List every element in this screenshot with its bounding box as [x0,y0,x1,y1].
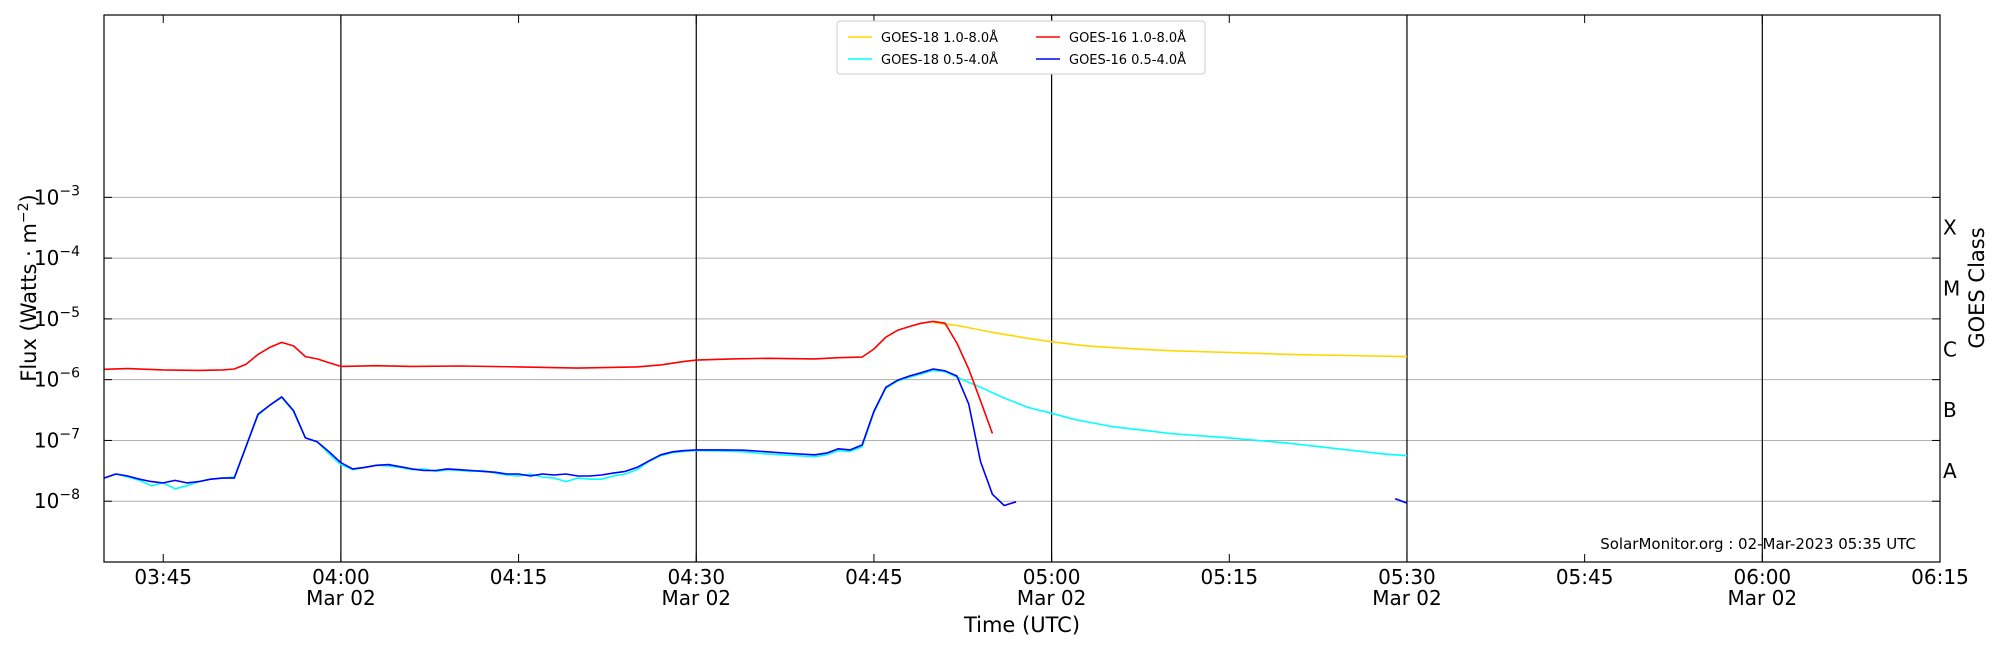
y-tick-exponent: −7 [59,426,80,442]
legend-label: GOES-16 1.0-8.0Å [1069,30,1186,46]
y-tick-exponent: −3 [59,183,80,199]
y-axis-title: Flux (Watts · m−2) [16,194,41,382]
x-tick-time: 06:15 [1911,565,1969,589]
y-tick-label: 10−6 [34,366,80,392]
x-tick-time: 04:15 [490,565,548,589]
x-tick-time: 05:15 [1200,565,1258,589]
y-tick-base: 10 [34,307,59,331]
y-tick-label: 10−5 [34,305,80,331]
x-tick-time: 05:30 [1378,565,1436,589]
series-segment [103,368,1017,507]
x-tick-time: 04:00 [312,565,370,589]
y-tick-base: 10 [34,185,59,209]
goes-class-label: B [1943,398,1957,422]
y-tick-labels: 10−810−710−610−510−410−3 [34,183,80,513]
x-tick-date: Mar 02 [1728,586,1798,610]
y-tick-exponent: −4 [59,244,80,260]
goes-class-label: X [1943,216,1957,240]
y-tick-exponent: −5 [59,305,80,321]
y-tick-base: 10 [34,489,59,513]
series-segment [103,320,994,434]
y-tick-exponent: −6 [59,366,80,382]
x-tick-time: 04:45 [845,565,903,589]
x-tick-time: 06:00 [1734,565,1792,589]
series-line [103,320,994,434]
x-tick-time: 05:45 [1556,565,1614,589]
x-tick-time: 03:45 [134,565,192,589]
series-line [933,321,1408,358]
y-tick-label: 10−3 [34,183,80,209]
legend-box [836,20,1206,75]
series-segment [933,321,1408,358]
y-tick-base: 10 [34,428,59,452]
series-line [103,368,1408,507]
legend-label: GOES-18 0.5-4.0Å [881,52,998,68]
y-tick-exponent: −8 [59,487,80,503]
x-tick-date: Mar 02 [661,586,731,610]
x-tick-date: Mar 02 [1017,586,1087,610]
x-axis-title: Time (UTC) [963,613,1080,637]
data-series [103,320,1408,507]
plot-area [104,15,1940,562]
y-tick-base: 10 [34,368,59,392]
x-tick-time: 05:00 [1023,565,1081,589]
y-tick-label: 10−7 [34,426,80,452]
horizontal-gridlines [104,196,1940,502]
legend: GOES-18 1.0-8.0Å GOES-18 0.5-4.0Å GOES-16 … [836,20,1206,75]
credit-text: SolarMonitor.org : 02-Mar-2023 05:35 UTC [1600,535,1916,553]
legend-label: GOES-16 0.5-4.0Å [1069,52,1186,68]
y-tick-label: 10−8 [34,487,80,513]
goes-class-label: M [1943,277,1960,301]
goes-class-label: A [1943,459,1957,483]
y-tick-base: 10 [34,246,59,270]
legend-label: GOES-18 1.0-8.0Å [881,30,998,46]
plot-frame [103,14,1941,563]
goes-class-labels: A B C M X [1943,216,1960,483]
y-tick-label: 10−4 [34,244,80,270]
series-segment [1394,497,1408,504]
x-tick-time: 04:30 [667,565,725,589]
vertical-time-lines [340,15,1763,562]
x-tick-date: Mar 02 [1372,586,1442,610]
goes-class-label: C [1943,337,1957,361]
x-tick-date: Mar 02 [306,586,376,610]
goes-class-axis-title: GOES Class [1965,227,1989,348]
